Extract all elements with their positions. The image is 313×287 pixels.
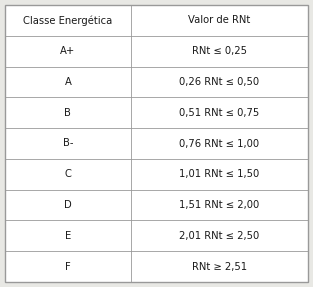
Text: A: A (64, 77, 71, 87)
Text: B-: B- (63, 139, 73, 148)
Text: 2,01 RNt ≤ 2,50: 2,01 RNt ≤ 2,50 (179, 231, 259, 241)
Text: RNt ≥ 2,51: RNt ≥ 2,51 (192, 262, 247, 272)
Text: Valor de RNt: Valor de RNt (188, 15, 250, 25)
Text: D: D (64, 200, 72, 210)
Text: 0,51 RNt ≤ 0,75: 0,51 RNt ≤ 0,75 (179, 108, 259, 118)
Text: 0,26 RNt ≤ 0,50: 0,26 RNt ≤ 0,50 (179, 77, 259, 87)
Text: F: F (65, 262, 71, 272)
Text: C: C (64, 169, 71, 179)
Text: E: E (65, 231, 71, 241)
Text: RNt ≤ 0,25: RNt ≤ 0,25 (192, 46, 247, 56)
Text: 0,76 RNt ≤ 1,00: 0,76 RNt ≤ 1,00 (179, 139, 259, 148)
Text: 1,51 RNt ≤ 2,00: 1,51 RNt ≤ 2,00 (179, 200, 259, 210)
Text: B: B (64, 108, 71, 118)
Text: Classe Energética: Classe Energética (23, 15, 112, 26)
Text: A+: A+ (60, 46, 75, 56)
Text: 1,01 RNt ≤ 1,50: 1,01 RNt ≤ 1,50 (179, 169, 259, 179)
